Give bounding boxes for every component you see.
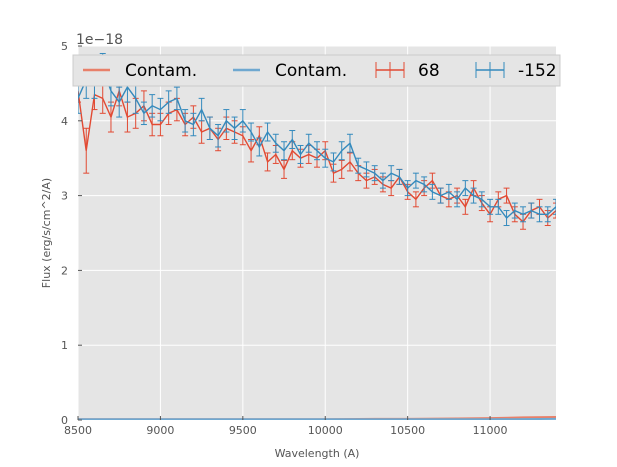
y-axis-label: Flux (erg/s/cm^2/A) xyxy=(40,178,53,288)
x-tick-label: 10000 xyxy=(308,424,343,437)
x-tick-label: 9000 xyxy=(146,424,174,437)
x-tick-label: 11000 xyxy=(473,424,508,437)
legend-label: Contam. xyxy=(275,61,347,81)
y-tick-label: 3 xyxy=(61,190,68,203)
ticks: 8500 9000 9500 10000 10500 11000 0 1 2 3 4 5 xyxy=(61,40,508,437)
legend-label: Contam. xyxy=(125,61,197,81)
y-tick-label: 2 xyxy=(61,264,68,277)
legend-item: Contam. xyxy=(233,61,347,81)
legend-item: 68 xyxy=(375,61,440,81)
series--152 xyxy=(78,52,556,227)
plot-area xyxy=(78,46,556,420)
legend: Contam. Contam. 68 -152 xyxy=(72,54,561,87)
x-axis-label: Wavelength (A) xyxy=(275,447,360,460)
legend-item: Contam. xyxy=(83,61,197,81)
y-tick-label: 5 xyxy=(61,40,68,53)
legend-label: 68 xyxy=(418,61,440,81)
legend-label: -152 xyxy=(518,61,557,81)
x-tick-label: 8500 xyxy=(64,424,92,437)
y-tick-label: 4 xyxy=(61,115,68,128)
x-tick-label: 9500 xyxy=(229,424,257,437)
x-tick-label: 10500 xyxy=(390,424,425,437)
series-line xyxy=(78,66,556,220)
y-tick-label: 1 xyxy=(61,339,68,352)
legend-item: -152 xyxy=(475,61,557,81)
y-tick-label: 0 xyxy=(61,414,68,427)
y-offset-label: 1e−18 xyxy=(76,32,123,48)
errorbar xyxy=(553,198,556,215)
errorbar xyxy=(553,202,556,219)
